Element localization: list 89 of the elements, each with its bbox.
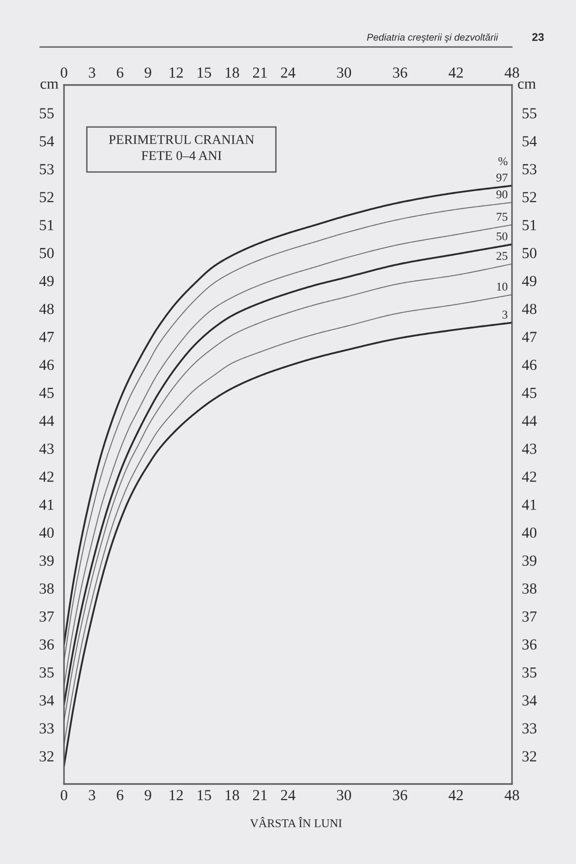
y-tick-label: 48	[39, 304, 54, 314]
y2-tick-label: 39	[522, 556, 536, 566]
text: PERIMETRUL CRANIAN	[109, 135, 254, 144]
y2-tick-label: 43	[522, 444, 536, 454]
y2-tick-label: 42	[522, 472, 536, 482]
x2-tick-label: 42	[448, 67, 463, 78]
y-tick-label: 44	[39, 416, 54, 426]
y2-tick-label: 45	[522, 388, 536, 398]
text: Pediatria creşterii şi dezvoltării	[367, 33, 498, 43]
x2-tick-label: 24	[281, 67, 296, 78]
y-tick-label: 54	[40, 136, 54, 146]
y2-tick-label: 48	[522, 304, 536, 314]
series-label: 97	[496, 174, 508, 182]
x2-tick-label: 15	[198, 67, 212, 78]
y2-tick-label: 52	[522, 192, 536, 202]
x2-tick-label: 3	[88, 67, 96, 78]
y-tick-label: 49	[39, 276, 54, 286]
x2-tick-label: 30	[337, 67, 352, 78]
y2-axis-title: cm	[518, 81, 536, 89]
x2-tick-label: 12	[170, 67, 183, 78]
y-tick-label: 33	[40, 723, 54, 734]
y-tick-label: 51	[40, 220, 54, 230]
y-tick-label: 34	[40, 695, 54, 706]
y-tick-label: 42	[39, 472, 54, 482]
x2-tick-label: 18	[226, 67, 240, 78]
y2-tick-label: 41	[522, 500, 536, 510]
y-tick-label: 38	[40, 583, 54, 594]
y-tick-label: 53	[40, 164, 54, 174]
series-label: 10	[497, 282, 508, 291]
y-tick-label: 45	[39, 388, 54, 398]
y2-tick-label: 35	[522, 667, 536, 678]
x-tick-label: 36	[393, 790, 408, 800]
x2-tick-label: 0	[60, 67, 68, 78]
y2-tick-label: 37	[522, 611, 537, 622]
y-tick-label: 39	[40, 556, 54, 566]
y-tick-label: 46	[39, 360, 54, 370]
y2-tick-label: 36	[522, 639, 537, 650]
y2-tick-label: 47	[522, 332, 537, 342]
y2-tick-label: 44	[522, 416, 537, 426]
y2-tick-label: 38	[522, 583, 536, 594]
y2-tick-label: 50	[522, 248, 536, 258]
x2-tick-label: 36	[393, 67, 408, 78]
y-axis-title: cm	[40, 81, 58, 89]
series-label: 50	[496, 232, 508, 240]
y-tick-label: 37	[40, 611, 54, 622]
y2-tick-label: 53	[522, 164, 536, 174]
y2-tick-label: 32	[522, 751, 536, 762]
series-label: 3	[502, 310, 508, 319]
x-tick-label: 0	[60, 790, 68, 800]
x2-tick-label: 6	[116, 67, 124, 78]
y-tick-label: 41	[39, 500, 54, 510]
y-tick-label: 36	[40, 639, 54, 650]
y-tick-label: 50	[40, 248, 54, 258]
x-tick-label: 15	[198, 790, 212, 800]
x2-tick-label: 9	[144, 67, 152, 78]
x-tick-label: 9	[144, 790, 152, 800]
x-tick-label: 6	[116, 790, 124, 800]
y-tick-label: 35	[40, 667, 54, 678]
y-tick-label: 52	[40, 192, 54, 202]
text: FETE 0–4 ANI	[142, 151, 222, 160]
y2-tick-label: 34	[522, 695, 537, 706]
x-tick-label: 12	[170, 790, 183, 800]
x-tick-label: 24	[281, 790, 296, 800]
series-label: 75	[496, 212, 508, 221]
y-tick-label: 32	[40, 751, 54, 762]
x-tick-label: 3	[88, 790, 96, 800]
x-tick-label: 30	[337, 790, 352, 800]
series-label: 25	[496, 252, 508, 260]
y2-tick-label: 49	[522, 276, 536, 286]
legend-title: %	[498, 157, 508, 166]
series-label: 90	[496, 190, 508, 198]
y2-tick-label: 33	[522, 723, 536, 734]
y2-tick-label: 46	[522, 360, 537, 370]
y-tick-label: 55	[40, 108, 54, 118]
x-tick-label: 42	[448, 790, 463, 800]
y2-tick-label: 54	[522, 136, 537, 146]
y-tick-label: 40	[39, 528, 54, 538]
x-tick-label: 48	[504, 790, 520, 800]
x-tick-label: 21	[253, 790, 267, 800]
x-axis-title: VÂRSTA ÎN LUNI	[250, 817, 342, 828]
x2-tick-label: 21	[253, 67, 267, 78]
y2-tick-label: 51	[522, 220, 536, 230]
x-tick-label: 18	[226, 790, 240, 800]
y2-tick-label: 40	[522, 528, 536, 538]
y-tick-label: 47	[39, 332, 54, 342]
y-tick-label: 43	[39, 444, 54, 454]
y2-tick-label: 55	[522, 108, 536, 118]
text: 23	[532, 33, 544, 41]
x2-tick-label: 48	[504, 67, 520, 78]
